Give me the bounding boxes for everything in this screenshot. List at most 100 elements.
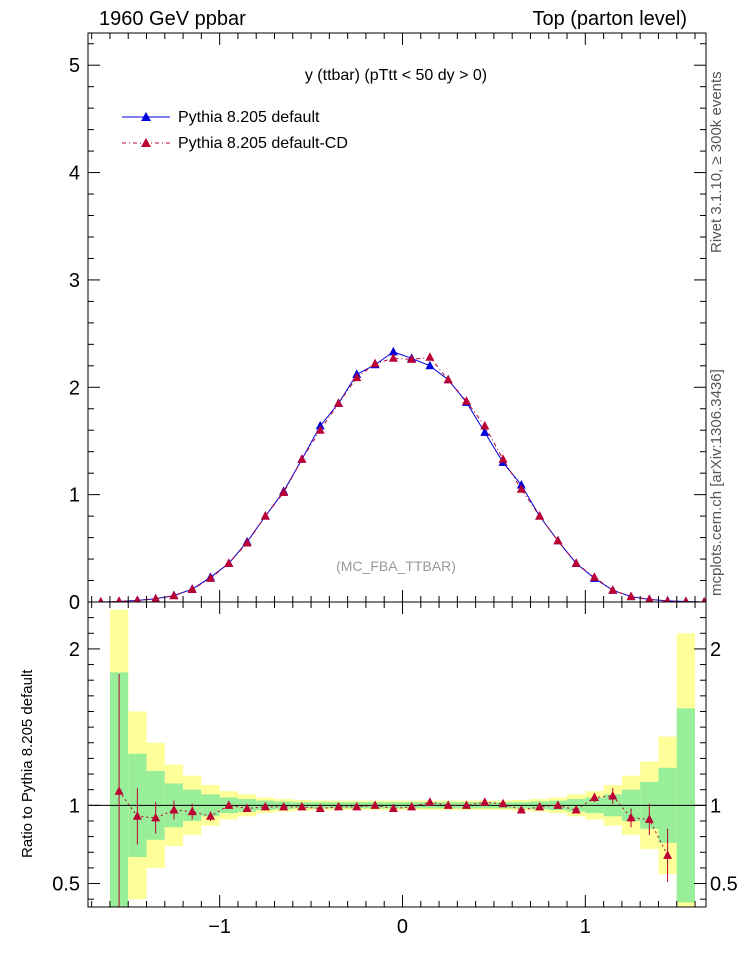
point-default-cd [516, 484, 526, 493]
legend: Pythia 8.205 default Pythia 8.205 defaul… [122, 109, 348, 152]
point-default-cd [626, 591, 636, 601]
ratio-point [644, 814, 654, 823]
ratio-point [553, 800, 563, 809]
point-default-cd [206, 573, 216, 582]
ratio-point [114, 786, 124, 795]
ratio-point [352, 801, 362, 811]
ratio-point [626, 812, 636, 822]
ratio-point [370, 800, 380, 809]
point-default-cd [683, 596, 689, 602]
axis-ticks [88, 33, 706, 907]
main-series [98, 346, 706, 602]
ratio-y-tick-label-right: 2 [710, 639, 721, 661]
main-y-tick-label: 5 [69, 55, 80, 77]
point-default-cd [553, 535, 563, 545]
point-default-cd [224, 558, 234, 567]
main-y-tick-label: 2 [69, 377, 80, 399]
ratio-series [114, 673, 673, 907]
ratio-point [571, 805, 581, 814]
point-default-cd [242, 537, 252, 547]
header-left: 1960 GeV ppbar [99, 8, 246, 30]
header-right: Top (parton level) [532, 8, 687, 30]
point-default-cd [297, 454, 307, 463]
axis-tick-labels: 0 1 2 3 4 5 −1 0 1 0.5 0.5 1 1 2 2 [52, 55, 738, 938]
ratio-plot-frame [87, 601, 707, 908]
point-default-cd [608, 585, 618, 594]
ratio-point [480, 797, 490, 806]
main-y-tick-label: 4 [69, 163, 80, 185]
point-default-cd [443, 374, 453, 384]
point-default-cd [701, 597, 706, 602]
series-line-default [100, 351, 705, 602]
point-default [480, 427, 490, 436]
ratio-point [388, 803, 398, 812]
plot-title: y (ttbar) (pTtt < 50 dy > 0) [305, 67, 487, 84]
ratio-point [498, 798, 508, 808]
ratio-point [535, 801, 545, 811]
ratio-y-tick-label-left: 1 [69, 795, 80, 817]
point-default-cd [498, 454, 508, 463]
ratio-point [443, 800, 453, 809]
point-default-cd [260, 511, 270, 520]
point-default-cd [535, 511, 545, 520]
point-default-cd [480, 420, 490, 430]
point-default-cd [116, 596, 123, 602]
ratio-point [206, 811, 216, 820]
point-default [425, 360, 435, 370]
point-default-cd [352, 372, 362, 382]
point-default [315, 420, 325, 430]
plot-watermark: (MC_FBA_TTBAR) [336, 558, 456, 574]
main-y-tick-label: 1 [69, 485, 80, 507]
point-default-cd [461, 396, 471, 405]
point-default [516, 479, 526, 489]
ratio-point [461, 800, 471, 809]
main-y-tick-label: 3 [69, 270, 80, 292]
point-default-cd [370, 358, 380, 368]
ratio-y-tick-label-right: 1 [710, 795, 721, 817]
ratio-point [315, 803, 325, 812]
ratio-point [425, 797, 435, 806]
point-default-cd [664, 596, 671, 602]
ratio-point [297, 801, 307, 811]
point-default-cd [407, 354, 417, 363]
legend-label-default: Pythia 8.205 default [178, 109, 320, 126]
point-default-cd [98, 597, 104, 602]
ratio-point [279, 801, 289, 811]
point-default-cd [169, 590, 179, 600]
ratio-point [663, 850, 673, 859]
legend-marker-default-cd [141, 138, 151, 147]
point-default-cd [589, 572, 599, 581]
x-tick-label: 0 [397, 916, 408, 938]
ratio-point [242, 803, 252, 812]
ratio-y-tick-label-right: 0.5 [710, 874, 738, 896]
point-default-cd [571, 558, 581, 567]
ratio-point [407, 801, 417, 811]
ratio-point [516, 805, 526, 814]
legend-label-default-cd: Pythia 8.205 default-CD [178, 135, 348, 152]
point-default-cd [279, 487, 289, 496]
point-default-cd [315, 425, 325, 434]
point-default-cd [425, 352, 435, 361]
x-tick-label: −1 [208, 916, 231, 938]
ratio-y-tick-label-left: 2 [69, 639, 80, 661]
ratio-point [187, 806, 197, 816]
x-tick-label: 1 [580, 916, 591, 938]
ratio-point [260, 801, 270, 811]
point-default-cd [388, 353, 398, 362]
legend-marker-default [141, 112, 151, 121]
main-y-tick-label: 0 [69, 592, 80, 614]
ratio-point [132, 811, 142, 820]
ratio-point [333, 801, 343, 811]
point-default-cd [133, 595, 141, 602]
ratio-y-tick-label-left: 0.5 [52, 874, 80, 896]
ratio-point [169, 805, 179, 814]
ratio-point [224, 800, 234, 809]
ratio-point [151, 812, 161, 822]
point-default-cd [151, 593, 160, 602]
ratio-point [608, 790, 618, 800]
point-default-cd [333, 398, 343, 407]
ratio-point [589, 792, 599, 802]
point-default [388, 346, 398, 356]
point-default-cd [645, 594, 654, 602]
